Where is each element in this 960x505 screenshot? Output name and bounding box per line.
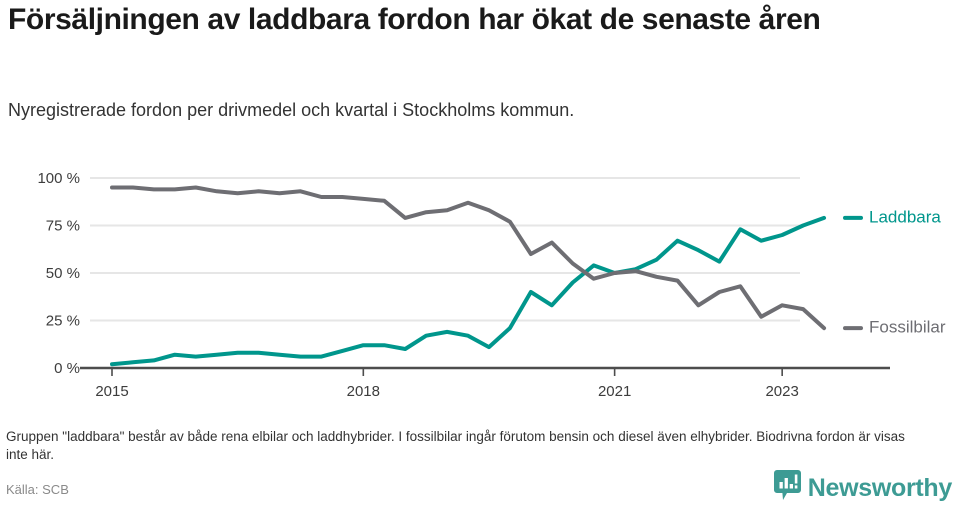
y-axis-tick-labels: 0 % 25 % 50 % 75 % 100 %	[37, 170, 80, 377]
series-lines-group	[110, 185, 863, 367]
y-tick-label: 0 %	[54, 360, 80, 377]
newsworthy-logo: Newsworthy	[773, 470, 953, 505]
y-tick-label: 25 %	[46, 313, 80, 330]
x-tick-label: 2018	[347, 383, 380, 400]
bar-chart-bubble-icon	[773, 470, 801, 505]
brand-name: Newsworthy	[807, 473, 953, 502]
line-chart-svg: 0 % 25 % 50 % 75 % 100 % 2015 2018 2021 2023 La…	[37, 170, 946, 400]
x-tick-label: 2021	[598, 383, 631, 400]
chart-source: Källa: SCB	[6, 482, 69, 497]
x-axis-tick-labels: 2015 2018 2021 2023	[95, 383, 799, 400]
chart-footnote: Gruppen "laddbara" består av både rena e…	[6, 429, 905, 462]
y-tick-label: 50 %	[46, 265, 80, 282]
series-line-laddbara	[110, 215, 827, 367]
gridlines-group	[90, 177, 800, 322]
series-label-fossilbilar: Fossilbilar	[869, 318, 946, 337]
series-line-fossilbilar	[110, 185, 827, 331]
page-title: Försäljningen av laddbara fordon har öka…	[8, 3, 821, 36]
series-label-laddbara: Laddbara	[869, 207, 941, 226]
chart-plot-area: 0 % 25 % 50 % 75 % 100 % 2015 2018 2021 2023 La…	[0, 150, 960, 400]
x-tick-label: 2015	[95, 383, 128, 400]
series-inline-labels: Laddbara Fossilbilar	[869, 207, 946, 336]
chart-subtitle: Nyregistrerade fordon per drivmedel och …	[8, 100, 575, 120]
x-tick-label: 2023	[765, 383, 798, 400]
y-tick-label: 75 %	[46, 218, 80, 235]
y-tick-label: 100 %	[37, 170, 80, 187]
x-axis-group	[80, 366, 890, 376]
